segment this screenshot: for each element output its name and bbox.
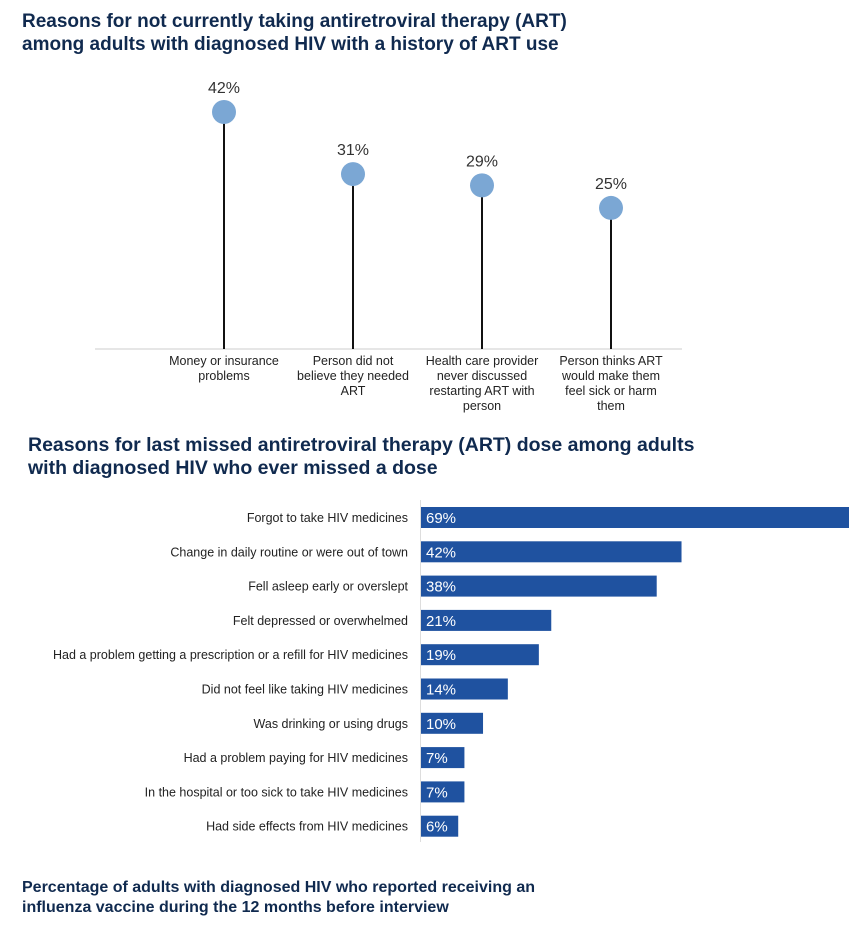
lollipop-category-label: Person did not believe they needed ART — [297, 354, 409, 398]
bar-category-label: Felt depressed or overwhelmed — [233, 614, 408, 628]
bar-value-label: 19% — [426, 647, 456, 664]
bar-category-label: Was drinking or using drugs — [254, 717, 408, 731]
bar — [421, 575, 657, 597]
bar — [421, 712, 484, 734]
lollipop-category-label: Person thinks ART would make them feel sic… — [559, 354, 663, 413]
chart3-title: Percentage of adults with diagnosed HIV … — [22, 879, 535, 916]
lollipop-value-label: 31% — [337, 142, 369, 159]
bar — [421, 747, 465, 769]
bar — [421, 815, 459, 837]
bar-category-label: Fell asleep early or overslept — [248, 580, 408, 594]
bar-value-label: 7% — [426, 784, 448, 801]
lollipop-point — [212, 100, 236, 124]
bar — [421, 644, 539, 666]
lollipop-chart: 42% Money or insurance problems 31% Person d… — [95, 80, 682, 413]
lollipop-value-label: 25% — [595, 176, 627, 193]
chart2-title: Reasons for last missed antiretroviral t… — [28, 434, 695, 479]
bar-category-label: Forgot to take HIV medicines — [247, 511, 408, 525]
lollipop-point — [599, 195, 623, 220]
bar — [421, 609, 552, 631]
lollipop-category-label: Health care provider never discussed resta… — [426, 354, 539, 413]
lollipop-point — [470, 173, 494, 198]
bar-value-label: 7% — [426, 750, 448, 767]
bar-value-label: 14% — [426, 682, 456, 699]
bar-category-label: Had a problem getting a prescription or … — [53, 648, 408, 662]
bar — [421, 781, 465, 803]
chart1-title: Reasons for not currently taking antiret… — [22, 11, 567, 55]
lollipop-category-label: Money or insurance problems — [169, 354, 279, 383]
lollipop-value-label: 42% — [208, 80, 240, 97]
bar-value-label: 42% — [426, 544, 456, 561]
bar — [421, 541, 682, 563]
bar-category-label: Did not feel like taking HIV medicines — [202, 683, 408, 697]
bar — [421, 507, 849, 528]
bar-category-label: Had side effects from HIV medicines — [206, 820, 408, 834]
bar-category-label: Had a problem paying for HIV medicines — [184, 751, 408, 765]
bar-value-label: 21% — [426, 613, 456, 630]
lollipop-point — [341, 162, 365, 187]
bar-value-label: 6% — [426, 819, 448, 836]
bar-value-label: 38% — [426, 579, 456, 596]
bar-value-label: 10% — [426, 716, 456, 733]
bar — [421, 678, 508, 700]
bar-category-label: Change in daily routine or were out of t… — [170, 545, 408, 559]
bar-category-label: In the hospital or too sick to take HIV … — [145, 785, 408, 799]
bar-value-label: 69% — [426, 510, 456, 527]
lollipop-value-label: 29% — [466, 153, 498, 170]
